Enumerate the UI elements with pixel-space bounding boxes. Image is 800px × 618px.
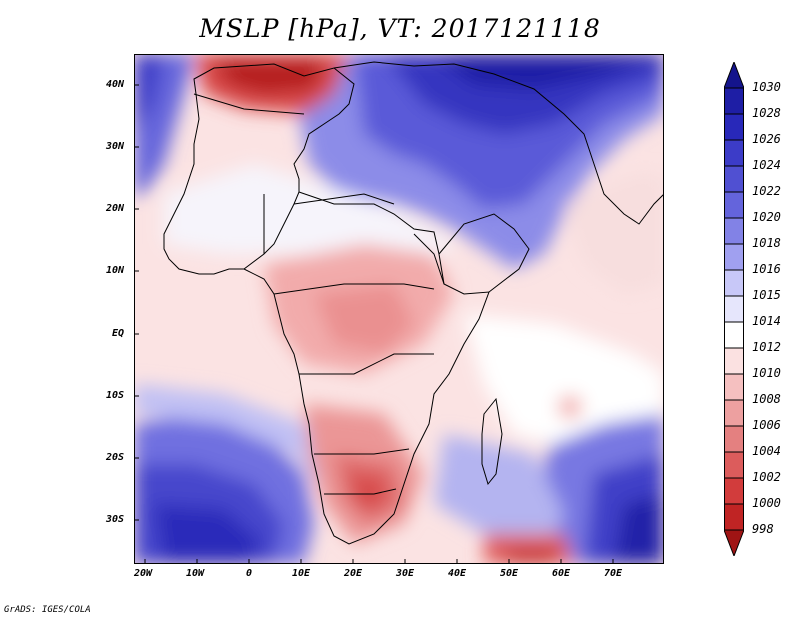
colorbar-box [724,295,744,323]
colorbar-box [724,347,744,375]
colorbar-box [724,191,744,219]
x-tick-label: 10E [292,568,311,579]
colorbar-box [724,373,744,401]
colorbar-box [724,87,744,115]
x-tick-label: 40E [448,568,467,579]
colorbar-box [724,503,744,531]
y-tick-label: 10N [106,265,125,276]
y-tick-label: 20N [106,203,125,214]
colorbar-label: 1002 [752,470,781,484]
colorbar-box [724,451,744,479]
colorbar-box [724,269,744,297]
colorbar-label: 1024 [752,158,781,172]
x-tick-label: 30E [396,568,415,579]
colorbar-box [724,425,744,453]
colorbar-label: 1006 [752,418,781,432]
colorbar-label: 1004 [752,444,781,458]
x-tick-label: 20E [344,568,363,579]
colorbar-box [724,477,744,505]
x-tick-label: 0 [246,568,253,579]
colorbar-label: 1015 [752,288,781,302]
pressure-map [134,54,664,564]
colorbar-bottom-arrow [724,529,744,556]
colorbar-label: 1026 [752,132,781,146]
y-tick-label: 30N [106,141,125,152]
colorbar-label: 1014 [752,314,781,328]
credit-text: GrADS: IGES/COLA [4,605,91,615]
colorbar-box [724,243,744,271]
colorbar [724,62,744,556]
colorbar-box [724,217,744,245]
y-tick-label: 30S [106,514,125,525]
x-tick-label: 10W [186,568,205,579]
colorbar-label: 998 [752,522,774,536]
colorbar-label: 1000 [752,496,781,510]
colorbar-box [724,321,744,349]
colorbar-top-arrow [724,62,744,89]
x-tick-label: 60E [552,568,571,579]
x-tick-label: 70E [604,568,623,579]
colorbar-box [724,139,744,167]
colorbar-label: 1020 [752,210,781,224]
colorbar-label: 1022 [752,184,781,198]
colorbar-label: 1012 [752,340,781,354]
colorbar-box [724,399,744,427]
x-tick-label: 20W [134,568,153,579]
y-tick-label: EQ [112,328,125,339]
colorbar-label: 1010 [752,366,781,380]
colorbar-label: 1008 [752,392,781,406]
y-tick-label: 40N [106,79,125,90]
y-tick-label: 10S [106,390,125,401]
x-tick-label: 50E [500,568,519,579]
colorbar-label: 1028 [752,106,781,120]
colorbar-label: 1030 [752,80,781,94]
plot-title: MSLP [hPa], VT: 2017121118 [199,14,601,43]
colorbar-label: 1016 [752,262,781,276]
colorbar-box [724,165,744,193]
colorbar-label: 1018 [752,236,781,250]
y-tick-label: 20S [106,452,125,463]
colorbar-box [724,113,744,141]
